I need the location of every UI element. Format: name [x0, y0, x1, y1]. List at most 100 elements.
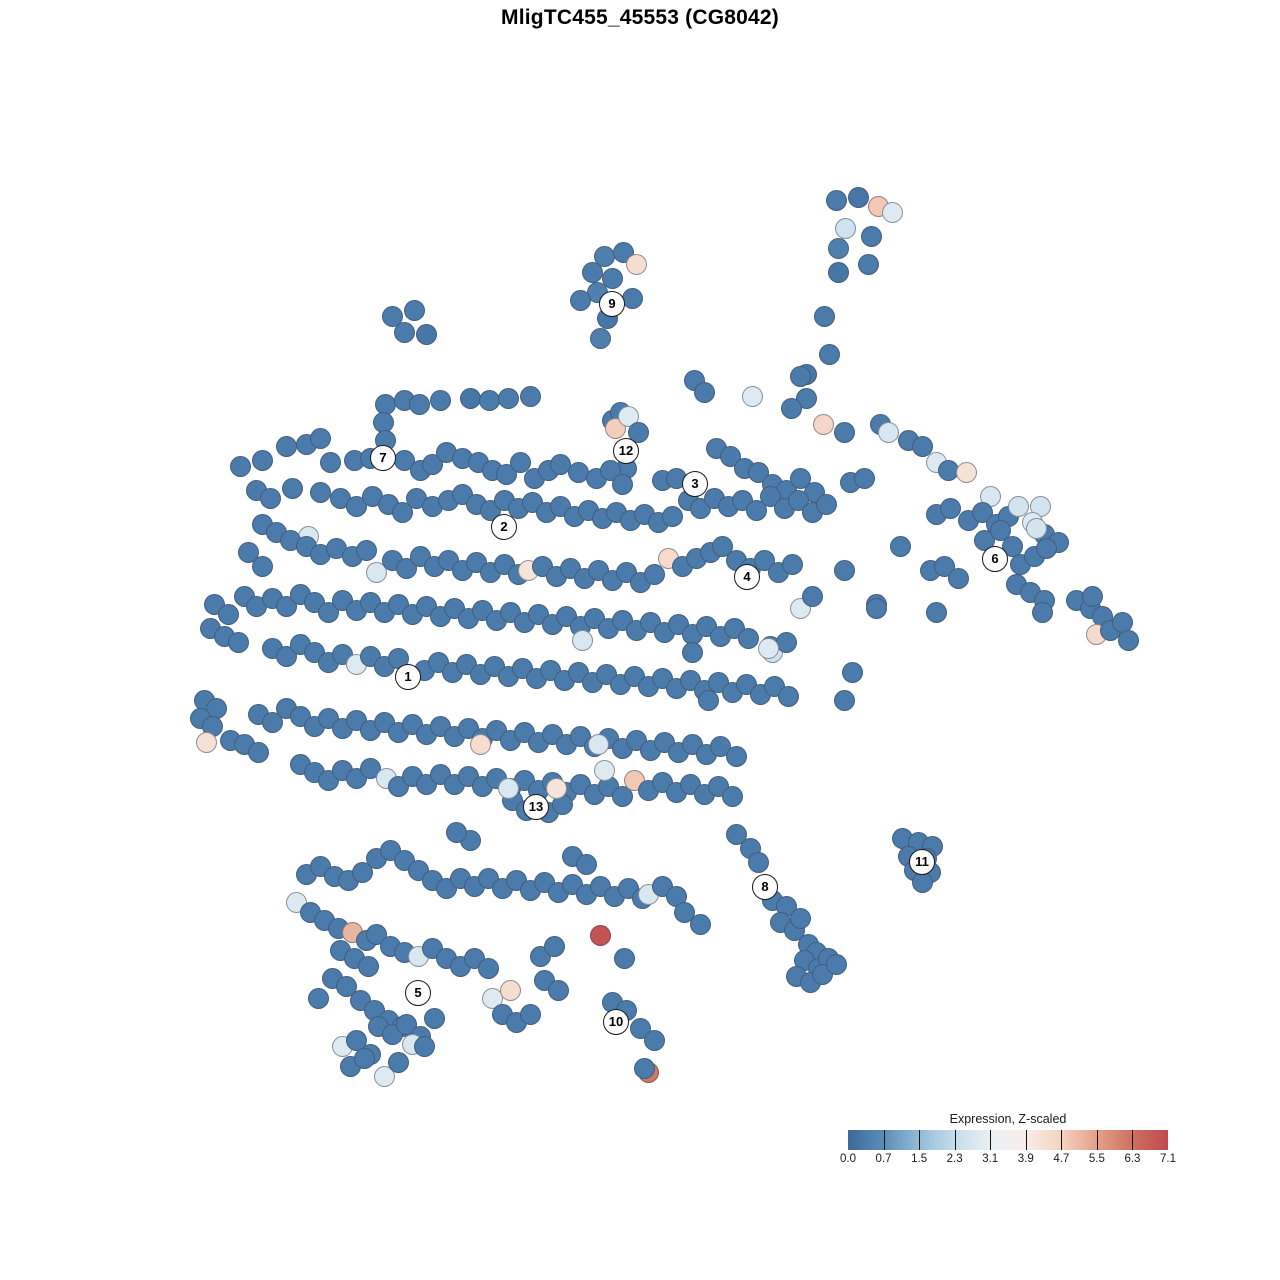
legend-colorbar-wrap [848, 1130, 1168, 1150]
cluster-label-9[interactable]: 9 [599, 291, 625, 317]
scatter-point [345, 495, 367, 517]
cluster-label-11[interactable]: 11 [909, 849, 935, 875]
legend-tick-label: 3.9 [1017, 1153, 1034, 1165]
scatter-point [939, 497, 961, 519]
scatter-point [415, 323, 437, 345]
scatter-point [1025, 517, 1047, 539]
scatter-point [673, 901, 695, 923]
scatter-point [833, 689, 855, 711]
scatter-point [865, 597, 887, 619]
scatter-point [309, 481, 331, 503]
cluster-label-7[interactable]: 7 [370, 445, 396, 471]
scatter-point [625, 253, 647, 275]
scatter-point [857, 253, 879, 275]
scatter-point [789, 907, 811, 929]
scatter-point [237, 541, 259, 563]
scatter-point [519, 1003, 541, 1025]
scatter-point [725, 745, 747, 767]
scatter-point [497, 777, 519, 799]
legend-tick-label: 0.7 [875, 1153, 892, 1165]
scatter-point [357, 955, 379, 977]
scatter-point [643, 563, 665, 585]
scatter-point [827, 261, 849, 283]
scatter-point [545, 777, 567, 799]
scatter-point [549, 453, 571, 475]
scatter-point [841, 661, 863, 683]
scatter-point [251, 555, 273, 577]
cluster-label-5[interactable]: 5 [405, 980, 431, 1006]
scatter-point [429, 389, 451, 411]
scatter-point [1035, 537, 1057, 559]
scatter-point [381, 305, 403, 327]
scatter-point [818, 343, 840, 365]
scatter-point [571, 629, 593, 651]
scatter-point [955, 461, 977, 483]
scatter-point [825, 189, 847, 211]
scatter-point [391, 501, 413, 523]
scatter-point [593, 759, 615, 781]
scatter-point [781, 553, 803, 575]
scatter-point [309, 427, 331, 449]
cluster-label-12[interactable]: 12 [613, 438, 639, 464]
cluster-label-1[interactable]: 1 [395, 664, 421, 690]
scatter-point [947, 567, 969, 589]
legend-tick-labels: 0.0 0.7 1.5 2.3 3.1 3.9 4.7 5.5 6.3 7.1 [840, 1153, 1176, 1171]
scatter-point [813, 305, 835, 327]
scatter-point [1007, 495, 1029, 517]
cluster-label-8[interactable]: 8 [752, 874, 778, 900]
scatter-point [373, 1065, 395, 1087]
scatter-point [335, 975, 357, 997]
scatter-point [812, 413, 834, 435]
scatter-point [925, 601, 947, 623]
scatter-point [633, 1057, 655, 1079]
scatter-point [247, 741, 269, 763]
scatter-point [827, 237, 849, 259]
scatter-point [359, 757, 381, 779]
cluster-label-2[interactable]: 2 [491, 514, 517, 540]
scatter-point [627, 421, 649, 443]
scatter-point [693, 381, 715, 403]
scatter-point [611, 785, 633, 807]
scatter-point [709, 735, 731, 757]
scatter-point [353, 1047, 375, 1069]
scatter-point [780, 397, 802, 419]
cluster-label-10[interactable]: 10 [603, 1009, 629, 1035]
scatter-point [478, 389, 500, 411]
scatter-point [481, 987, 503, 1009]
scatter-point [587, 733, 609, 755]
scatter-point [413, 1035, 435, 1057]
legend-tick-label: 6.3 [1124, 1153, 1141, 1165]
scatter-point [681, 641, 703, 663]
scatter-point [877, 421, 899, 443]
cluster-label-6[interactable]: 6 [982, 546, 1008, 572]
cluster-label-3[interactable]: 3 [682, 471, 708, 497]
scatter-point [261, 711, 283, 733]
scatter-point [1117, 629, 1139, 651]
scatter-point [195, 731, 217, 753]
scatter-point [543, 935, 565, 957]
scatter-point [711, 535, 733, 557]
scatter-point [275, 435, 297, 457]
legend-tick-label: 2.3 [946, 1153, 963, 1165]
color-legend: Expression, Z-scaled 0.0 0.7 1.5 2.3 3.1 3.9 4… [840, 1112, 1176, 1171]
scatter-point [643, 1029, 665, 1051]
scatter-point [889, 535, 911, 557]
scatter-point [860, 225, 882, 247]
scatter-point [581, 261, 603, 283]
scatter-point [801, 585, 823, 607]
scatter-point [697, 689, 719, 711]
scatter-point [661, 505, 683, 527]
cluster-label-13[interactable]: 13 [523, 794, 549, 820]
scatter-point [833, 559, 855, 581]
legend-title: Expression, Z-scaled [949, 1112, 1067, 1126]
legend-tick-label: 0.0 [840, 1153, 856, 1165]
scatter-point [757, 637, 779, 659]
scatter-point [259, 487, 281, 509]
cluster-label-4[interactable]: 4 [734, 564, 760, 590]
scatter-point [387, 1051, 409, 1073]
scatter-point [319, 451, 341, 473]
scatter-point [989, 519, 1011, 541]
scatter-point [499, 979, 521, 1001]
